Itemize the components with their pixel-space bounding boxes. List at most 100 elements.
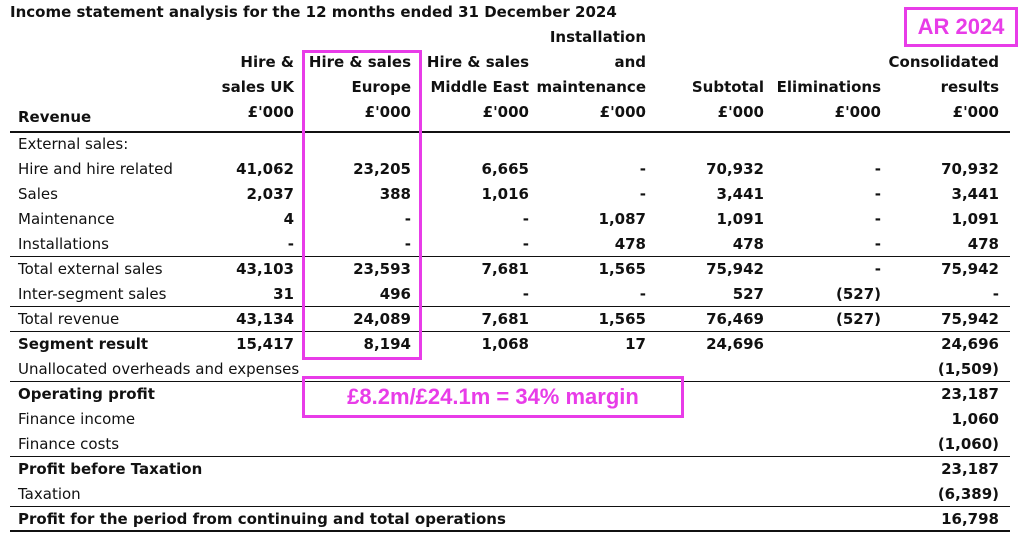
table-cell: 478	[614, 235, 646, 253]
table-cell: 496	[379, 285, 411, 303]
table-cell: 478	[732, 235, 764, 253]
table-cell: 75,942	[941, 260, 999, 278]
table-cell: 1,087	[598, 210, 646, 228]
table-cell: 43,134	[236, 310, 294, 328]
table-row: External sales:	[0, 132, 1030, 157]
table-cell: 478	[967, 235, 999, 253]
table-row: Profit for the period from continuing an…	[0, 507, 1030, 532]
table-cell: -	[522, 235, 529, 253]
table-cell: 41,062	[236, 160, 294, 178]
column-header-line: and	[614, 53, 646, 71]
table-row: Taxation (6,389)	[0, 482, 1030, 507]
table-cell: -	[874, 210, 881, 228]
table-cell: 7,681	[481, 260, 529, 278]
column-header-line: Subtotal	[691, 78, 764, 96]
table-cell: 76,469	[706, 310, 764, 328]
statement-title: Income statement analysis for the 12 mon…	[10, 3, 617, 21]
row-label: Hire and hire related	[18, 160, 173, 178]
table-cell: -	[874, 185, 881, 203]
table-cell: 4	[283, 210, 294, 228]
table-cell: 75,942	[941, 310, 999, 328]
row-label: Maintenance	[18, 210, 115, 228]
table-cell: 1,068	[481, 335, 529, 353]
table-cell: 6,665	[481, 160, 529, 178]
column-header: Eliminations £'000	[777, 75, 881, 125]
column-header: Hire & sales UK £'000	[222, 50, 294, 125]
table-cell: -	[404, 210, 411, 228]
table-cell: 23,187	[941, 385, 999, 403]
table-row: Operating profit 23,187	[0, 382, 1030, 407]
column-header: Hire & sales Europe £'000	[309, 50, 411, 125]
table-cell: 24,696	[941, 335, 999, 353]
table-cell: (527)	[835, 310, 881, 328]
row-label: Taxation	[18, 485, 81, 503]
row-divider	[10, 331, 1010, 332]
table-cell: 388	[379, 185, 411, 203]
row-divider	[10, 256, 1010, 257]
table-cell: -	[874, 160, 881, 178]
table-cell: -	[639, 160, 646, 178]
table-cell: -	[874, 260, 881, 278]
row-label: Inter-segment sales	[18, 285, 167, 303]
table-cell: 1,091	[716, 210, 764, 228]
table-row: Hire and hire related 41,062 23,205 6,665 - 7…	[0, 157, 1030, 182]
table-row: Segment result 15,417 8,194 1,068 17 24,696 24…	[0, 332, 1030, 357]
revenue-label: Revenue	[18, 108, 92, 126]
table-cell: -	[522, 210, 529, 228]
table-cell: 24,696	[706, 335, 764, 353]
row-label: Unallocated overheads and expenses	[18, 360, 300, 378]
column-header-line: Eliminations	[776, 78, 881, 96]
row-label: Total external sales	[18, 260, 163, 278]
table-cell: 70,932	[706, 160, 764, 178]
table-cell: 1,060	[951, 410, 999, 428]
row-divider	[10, 306, 1010, 307]
table-cell: 1,565	[598, 260, 646, 278]
table-cell: 23,187	[941, 460, 999, 478]
row-label: Profit before Taxation	[18, 460, 203, 478]
row-label: Segment result	[18, 335, 149, 353]
row-label: Operating profit	[18, 385, 155, 403]
table-cell: -	[639, 285, 646, 303]
table-cell: -	[874, 235, 881, 253]
table-cell: 24,089	[353, 310, 411, 328]
table-cell: (1,509)	[937, 360, 999, 378]
table-row: Inter-segment sales 31 496 - - 527 (527) -	[0, 282, 1030, 307]
table-cell: 1,565	[598, 310, 646, 328]
table-cell: 1,016	[481, 185, 529, 203]
table-cell: -	[522, 285, 529, 303]
column-header-line: £'000	[599, 103, 646, 121]
table-row: Finance costs (1,060)	[0, 432, 1030, 457]
table-cell: (527)	[835, 285, 881, 303]
table-cell: 43,103	[236, 260, 294, 278]
europe-column-highlight	[302, 50, 422, 360]
column-header-line: £'000	[717, 103, 764, 121]
table-cell: (1,060)	[937, 435, 999, 453]
row-label: Sales	[18, 185, 58, 203]
row-label: Finance income	[18, 410, 136, 428]
column-header-line: £'000	[364, 103, 411, 121]
table-row: Maintenance 4 - - 1,087 1,091 - 1,091	[0, 207, 1030, 232]
table-row: Profit before Taxation 23,187	[0, 457, 1030, 482]
row-divider	[10, 456, 1010, 457]
table-cell: (6,389)	[937, 485, 999, 503]
column-header-line: Middle East	[430, 78, 529, 96]
column-header-line: £'000	[834, 103, 881, 121]
column-header-line: maintenance	[536, 78, 646, 96]
table-cell: 1,091	[951, 210, 999, 228]
table-row: Unallocated overheads and expenses (1,509…	[0, 357, 1030, 382]
row-label: Total revenue	[18, 310, 120, 328]
margin-annotation: £8.2m/£24.1m = 34% margin	[302, 376, 684, 418]
table-cell: 70,932	[941, 160, 999, 178]
column-header-line: £'000	[247, 103, 294, 121]
column-header-line: Consolidated	[888, 53, 999, 71]
table-cell: 31	[273, 285, 294, 303]
column-header-line: Hire & sales	[308, 53, 411, 71]
header-rule	[10, 131, 1010, 133]
column-header-line: sales UK	[221, 78, 294, 96]
table-cell: -	[639, 185, 646, 203]
table-cell: 16,798	[941, 510, 999, 528]
column-header-line: Installation	[549, 28, 646, 46]
table-cell: 2,037	[246, 185, 294, 203]
row-label: Installations	[18, 235, 109, 253]
row-label: Profit for the period from continuing an…	[18, 510, 506, 528]
